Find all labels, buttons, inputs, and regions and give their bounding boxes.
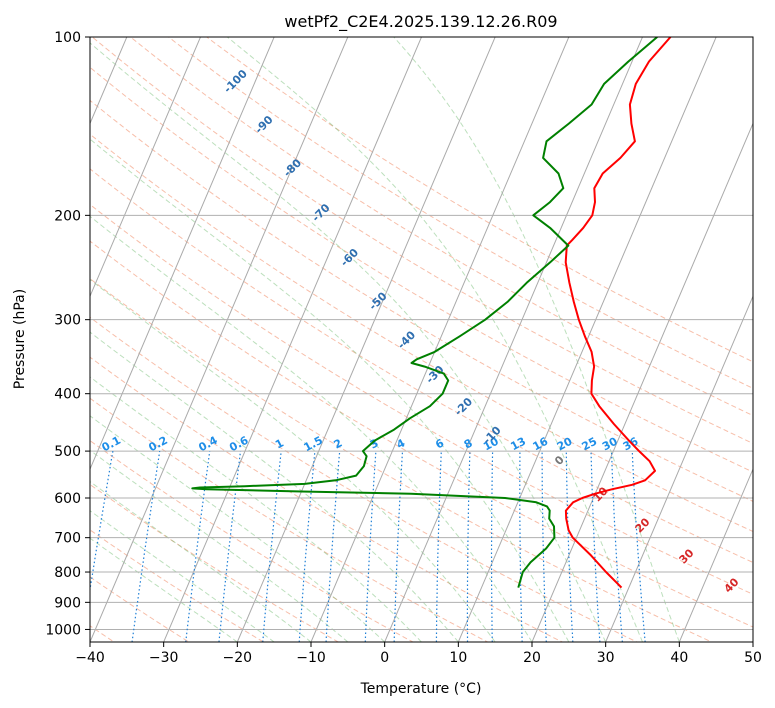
isotherm-line	[678, 467, 753, 642]
mixing-ratio-line	[364, 451, 377, 642]
chart-title: wetPf2_C2E4.2025.139.12.26.R09	[284, 12, 557, 32]
mixing-ratio-line	[519, 451, 523, 642]
dry-adiabat-line	[90, 203, 753, 595]
mixing-ratio-line	[610, 451, 623, 642]
sounding-traces	[191, 37, 672, 589]
x-tick-label: 50	[744, 650, 762, 666]
moist-adiabat-line	[90, 278, 496, 642]
isotherm-line	[0, 10, 65, 654]
mixing-ratio-label: 10	[481, 435, 501, 454]
plot-frame	[89, 36, 754, 643]
dry-adiabat-line	[205, 37, 753, 363]
mixing-ratio-line	[325, 451, 341, 642]
plot-area	[90, 37, 753, 642]
moist-adiabat-line	[90, 42, 607, 642]
isotherm-line	[236, 37, 496, 642]
moist-adiabat-line	[90, 415, 386, 642]
temperature-trace	[564, 37, 672, 589]
moist-adiabat-line	[90, 537, 238, 642]
isotherm-line	[605, 295, 753, 642]
y-axis-label: Pressure (hPa)	[12, 289, 28, 389]
isotherm-line	[384, 37, 644, 642]
isotherm-line	[90, 37, 275, 471]
y-tick-label: 1000	[45, 622, 81, 638]
y-tick-label: 400	[54, 387, 81, 403]
mixing-ratio-label: 30	[600, 435, 620, 454]
dry-adiabat-line	[90, 316, 639, 642]
dewpoint-trace	[191, 37, 658, 588]
dry-adiabat-line	[129, 37, 753, 417]
y-tick-label: 600	[54, 491, 81, 507]
mixing-ratio-line	[541, 451, 547, 642]
x-tick-label: −40	[75, 650, 105, 666]
moist-adiabat-line	[90, 138, 570, 642]
x-tick-label: 0	[380, 650, 389, 666]
mixing-ratio-line	[393, 451, 404, 642]
isotherm-line	[457, 37, 717, 642]
moist-adiabat-line	[226, 37, 643, 642]
moist-adiabat-line	[90, 449, 349, 642]
y-tick-label: 700	[54, 531, 81, 547]
isotherm-line	[163, 37, 423, 642]
moist-adiabat-line	[90, 215, 533, 642]
y-tick-label: 300	[54, 313, 81, 329]
dry-adiabat-line	[90, 240, 753, 628]
isotherm-line	[531, 122, 753, 642]
dry-adiabat-line	[90, 278, 713, 642]
moist-adiabat-line	[90, 510, 275, 642]
mixing-ratio-label: 25	[580, 435, 600, 454]
isotherm-line	[90, 37, 349, 642]
dry-adiabat-line	[90, 168, 753, 563]
mixing-ratio-line	[565, 451, 574, 642]
y-tick-label: 100	[54, 30, 81, 46]
mixing-ratio-label: 13	[508, 435, 528, 454]
dry-adiabat-line	[167, 37, 753, 389]
isotherm-line	[310, 37, 570, 642]
y-tick-label: 500	[54, 444, 81, 460]
mixing-ratio-line	[435, 451, 442, 642]
isotherm-line	[90, 37, 202, 298]
x-tick-label: −20	[223, 650, 253, 666]
mixing-ratio-line	[590, 451, 601, 642]
y-tick-label: 900	[54, 595, 81, 611]
x-tick-label: 30	[597, 650, 615, 666]
mixing-ratio-label: 16	[531, 435, 551, 454]
isotherm-line	[90, 37, 128, 125]
x-tick-label: 10	[449, 650, 467, 666]
mixing-ratio-line	[490, 451, 494, 642]
moist-adiabat-line	[90, 331, 459, 642]
x-tick-label: −30	[149, 650, 179, 666]
moist-adiabat-line	[393, 37, 680, 642]
mixing-ratio-label: 20	[555, 435, 575, 454]
x-tick-label: 40	[670, 650, 688, 666]
y-tick-label: 800	[54, 565, 81, 581]
y-axis: 1000 900 800 700 600 500 400 300 200 100	[45, 30, 90, 638]
dry-adiabat-line	[90, 99, 753, 502]
x-axis-label: Temperature (°C)	[360, 681, 482, 697]
x-tick-label: −10	[296, 650, 326, 666]
dry-adiabat-line	[91, 37, 753, 444]
x-tick-label: 20	[523, 650, 541, 666]
mixing-ratio-line	[466, 451, 471, 642]
moist-adiabat-line	[90, 480, 312, 642]
x-axis: −40 −30 −20 −10 0 10 20 30 40 50	[75, 642, 762, 666]
y-tick-label: 200	[54, 208, 81, 224]
dry-adiabat-line	[90, 529, 265, 642]
